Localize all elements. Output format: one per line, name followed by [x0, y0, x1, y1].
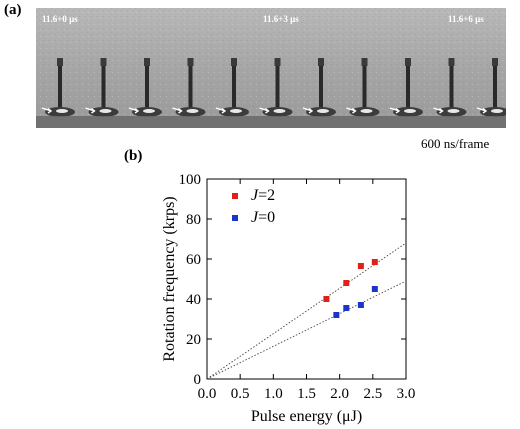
frame	[172, 58, 206, 117]
y-tick-label: 40	[186, 292, 201, 308]
panel-b-label: (b)	[124, 148, 143, 164]
base-highlight	[99, 109, 112, 113]
legend-label: J=2	[251, 187, 275, 204]
y-tick-label: 60	[186, 252, 201, 268]
rotor-shaft	[362, 58, 367, 108]
arrow-icon	[476, 107, 488, 114]
data-point	[371, 286, 378, 292]
base-highlight	[56, 109, 68, 113]
panel-a-label: (a)	[4, 2, 22, 18]
frame-rate-note: 600 ns/frame	[421, 136, 490, 151]
frame	[259, 58, 293, 117]
rotor-tip	[231, 58, 237, 66]
arrow-icon	[215, 107, 227, 114]
x-tick-label: 3.0	[397, 386, 416, 402]
rotor-shaft	[319, 58, 323, 108]
frame	[302, 58, 336, 117]
rotor-shaft	[188, 58, 193, 108]
frame	[346, 58, 380, 117]
rotor-shaft	[232, 58, 236, 108]
base-highlight	[143, 109, 155, 113]
data-point	[343, 305, 350, 311]
x-tick-label: 0.5	[231, 386, 250, 402]
y-tick-label: 20	[186, 332, 201, 348]
base-highlight	[404, 109, 416, 113]
arrow-icon	[172, 107, 183, 114]
frame	[128, 58, 162, 117]
rotor-shaft	[406, 58, 410, 108]
arrow-icon	[346, 107, 357, 114]
rotor-tip	[187, 58, 194, 66]
legend-label: J=0	[251, 209, 275, 226]
rotor-tip	[361, 58, 368, 66]
rotor-shaft	[101, 58, 106, 108]
x-tick-label: 1.5	[297, 386, 316, 402]
x-tick-label: 1.0	[264, 386, 283, 402]
frame	[476, 58, 506, 117]
y-axis-title: Rotation frequency (krps)	[161, 196, 178, 361]
arrow-icon	[128, 107, 140, 114]
rotor-tip	[318, 58, 324, 66]
arrow-icon	[259, 107, 270, 114]
legend-marker	[232, 193, 238, 199]
data-point	[333, 312, 340, 318]
timestamp-end: 11.6+6 μs	[448, 14, 484, 24]
base-highlight	[230, 109, 242, 113]
frame	[215, 58, 249, 117]
arrow-icon	[433, 107, 444, 114]
arrow-icon	[389, 107, 401, 114]
rotor-shaft	[145, 58, 149, 108]
base-highlight	[491, 109, 503, 113]
rotor-shaft	[449, 58, 454, 108]
x-tick-label: 2.5	[363, 386, 382, 402]
arrow-icon	[41, 107, 53, 114]
fit-line	[206, 280, 407, 380]
rotor-shaft	[493, 58, 497, 108]
rotor-tip	[274, 58, 281, 66]
rotor-tip	[492, 58, 498, 66]
rotor-tip	[144, 58, 150, 66]
frame	[389, 58, 423, 117]
rotor-tip	[448, 58, 455, 66]
frame	[85, 58, 119, 117]
timestamp-middle: 11.6+3 μs	[263, 14, 299, 24]
data-point	[357, 302, 364, 308]
y-tick-label: 80	[186, 212, 201, 228]
legend-marker	[232, 215, 238, 221]
substrate	[36, 116, 506, 128]
data-point	[323, 296, 330, 302]
timestamp-start: 11.6+0 μs	[42, 14, 78, 24]
rotor-tip	[405, 58, 411, 66]
x-tick-label: 2.0	[330, 386, 349, 402]
x-axis-title: Pulse energy (μJ)	[251, 408, 362, 425]
rotor-tip	[57, 58, 63, 66]
base-highlight	[360, 109, 373, 113]
arrow-icon	[85, 107, 96, 114]
data-point	[343, 280, 350, 286]
base-highlight	[317, 109, 329, 113]
x-tick-label: 0.0	[198, 386, 217, 402]
base-highlight	[447, 109, 460, 113]
y-tick-label: 0	[194, 372, 202, 388]
frame	[41, 58, 75, 117]
frame-sequence: 11.6+0 μs 11.6+3 μs 11.6+6 μs	[36, 8, 506, 128]
plot-frame	[206, 178, 407, 380]
base-highlight	[186, 109, 199, 113]
data-point	[371, 259, 378, 265]
data-point	[357, 263, 364, 269]
rotor-shaft	[275, 58, 280, 108]
y-tick-label: 100	[179, 172, 202, 188]
rotor-shaft	[58, 58, 62, 108]
arrow-icon	[302, 107, 314, 114]
fit-line	[206, 242, 407, 380]
base-highlight	[273, 109, 286, 113]
rotor-tip	[100, 58, 107, 66]
frame	[433, 58, 467, 117]
